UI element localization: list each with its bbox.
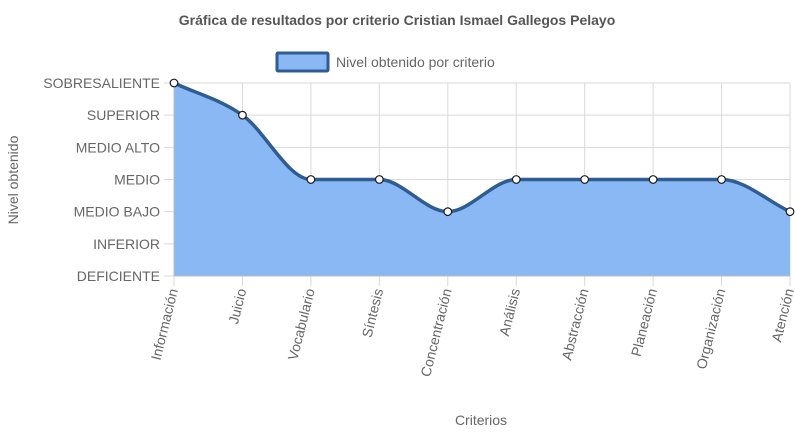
x-axis-title: Criterios: [455, 412, 507, 428]
x-tick-label: Atención: [768, 287, 795, 344]
y-tick-label: MEDIO: [114, 172, 160, 188]
y-tick-label: INFERIOR: [93, 236, 160, 252]
y-axis-title: Nivel obtenido: [5, 135, 21, 224]
y-tick-label: MEDIO BAJO: [74, 204, 160, 220]
data-point[interactable]: [785, 207, 795, 217]
x-axis-ticks: Información Juicio Vocabulario Síntesis Conc…: [148, 287, 795, 379]
legend-label: Nivel obtenido por criterio: [336, 54, 495, 70]
y-tick-label: MEDIO ALTO: [76, 139, 160, 155]
series-line: [173, 81, 791, 214]
x-tick-label: Abstracción: [558, 287, 591, 362]
x-tick-label: Concentración: [417, 287, 454, 378]
x-tick-label: Juicio: [225, 287, 249, 326]
data-point[interactable]: [648, 175, 658, 184]
data-point[interactable]: [717, 175, 726, 184]
data-point[interactable]: [374, 175, 384, 184]
plot-area: [169, 78, 795, 277]
series-area: [174, 83, 790, 276]
y-tick-label: SUPERIOR: [87, 107, 160, 123]
data-point[interactable]: [238, 110, 247, 120]
data-point[interactable]: [169, 78, 179, 88]
data-point[interactable]: [443, 207, 453, 217]
x-tick-label: Análisis: [496, 287, 523, 338]
chart-title: Gráfica de resultados por criterio Crist…: [179, 12, 616, 28]
legend-swatch: [275, 51, 330, 73]
y-tick-label: SOBRESALIENTE: [43, 75, 160, 91]
y-tick-label: DEFICIENTE: [77, 268, 160, 284]
data-point[interactable]: [511, 175, 521, 184]
x-tick-label: Información: [148, 287, 181, 362]
x-tick-label: Organización: [693, 287, 728, 371]
y-axis-ticks: DEFICIENTE INFERIOR MEDIO BAJO MEDIO MEDIO A…: [43, 75, 160, 284]
data-point[interactable]: [580, 175, 590, 184]
chart-legend[interactable]: Nivel obtenido por criterio: [275, 51, 495, 73]
data-point[interactable]: [306, 175, 316, 184]
x-tick-label: Planeación: [628, 287, 660, 358]
x-tick-label: Vocabulario: [285, 287, 318, 362]
x-tick-label: Síntesis: [359, 287, 387, 339]
